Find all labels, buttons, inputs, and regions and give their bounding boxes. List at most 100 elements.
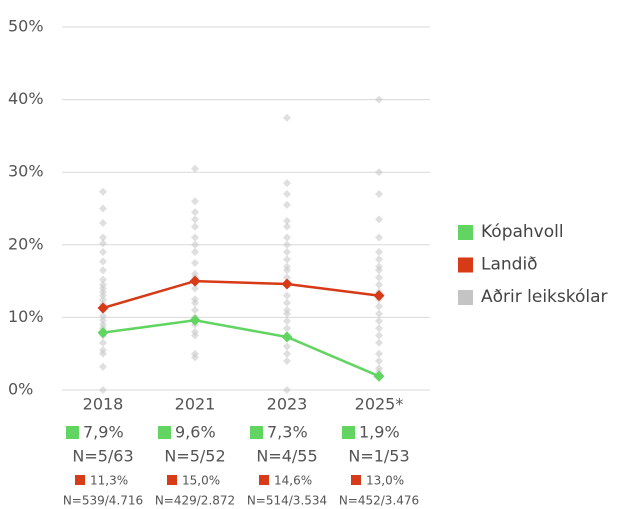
- legend-label: Kópahvoll: [481, 222, 564, 242]
- legend-swatch: [259, 475, 269, 485]
- scatter-point: [191, 284, 199, 293]
- y-tick-label: 0%: [8, 380, 33, 399]
- scatter-point: [375, 331, 383, 340]
- scatter-point: [375, 349, 383, 358]
- scatter-point: [283, 248, 291, 257]
- scatter-point: [283, 266, 291, 275]
- scatter-point: [375, 317, 383, 326]
- series-line: [102, 319, 380, 378]
- scatter-point: [283, 309, 291, 318]
- value-label: 9,6%: [175, 423, 216, 442]
- legend-swatch: [458, 290, 473, 305]
- legend-swatch: [458, 257, 473, 273]
- value-label: 7,3%: [267, 423, 308, 442]
- scatter-point: [191, 306, 199, 315]
- scatter-point: [375, 255, 383, 264]
- scatter-point: [283, 291, 291, 300]
- value-label: 15,0%: [182, 474, 220, 488]
- value-label: 14,6%: [274, 474, 312, 488]
- n-label: N=452/3.476: [339, 494, 419, 508]
- scatter-point: [191, 215, 199, 224]
- scatter-point: [283, 179, 291, 188]
- line-marker: [97, 327, 109, 339]
- scatter-point: [99, 204, 107, 213]
- legend-swatch: [351, 475, 361, 485]
- scatter-point: [191, 208, 199, 217]
- scatter-point: [283, 298, 291, 307]
- n-label: N=5/52: [164, 447, 225, 466]
- legend-swatch: [75, 475, 85, 485]
- value-label: 7,9%: [83, 423, 124, 442]
- line-marker: [373, 290, 385, 302]
- line-marker: [189, 314, 201, 326]
- line-marker: [281, 331, 293, 343]
- n-label: N=514/3.534: [247, 494, 327, 508]
- scatter-point: [99, 257, 107, 266]
- scatter-point: [99, 187, 107, 196]
- scatter-point: [99, 266, 107, 275]
- scatter-point: [99, 295, 107, 304]
- scatter-point: [99, 291, 107, 300]
- scatter-point: [375, 215, 383, 224]
- value-label: 1,9%: [359, 423, 400, 442]
- legend-swatch: [342, 426, 355, 439]
- scatter-point: [191, 248, 199, 257]
- scatter-point: [283, 386, 291, 394]
- scatter-point: [99, 239, 107, 248]
- scatter-point: [283, 342, 291, 351]
- legend-label: Landið: [481, 255, 538, 275]
- scatter-point: [99, 316, 107, 325]
- scatter-point: [99, 275, 107, 284]
- x-tick-label: 2023: [267, 395, 308, 414]
- scatter-point: [283, 216, 291, 225]
- scatter-point: [375, 248, 383, 257]
- legend-swatch: [158, 426, 171, 439]
- scatter-point: [191, 233, 199, 242]
- legend-swatch: [250, 426, 263, 439]
- scatter-point: [99, 386, 107, 394]
- scatter-point: [99, 219, 107, 228]
- y-tick-label: 20%: [8, 234, 44, 253]
- scatter-point: [375, 266, 383, 275]
- n-label: N=1/53: [348, 447, 409, 466]
- scatter-point: [283, 255, 291, 264]
- y-tick-label: 10%: [8, 307, 44, 326]
- scatter-point: [283, 349, 291, 358]
- scatter-point: [283, 317, 291, 326]
- scatter-point: [99, 349, 107, 358]
- x-tick-label: 2021: [175, 395, 216, 414]
- n-label: N=429/2.872: [155, 494, 235, 508]
- scatter-point: [191, 164, 199, 173]
- series-line: [102, 279, 380, 310]
- scatter-point: [283, 240, 291, 249]
- y-tick-label: 30%: [8, 162, 44, 181]
- line-marker: [281, 278, 293, 290]
- scatter-point: [375, 309, 383, 318]
- scatter-point: [375, 168, 383, 177]
- scatter-point: [375, 233, 383, 242]
- scatter-point: [283, 113, 291, 122]
- scatter-point: [375, 302, 383, 311]
- scatter-point: [191, 298, 199, 307]
- scatter-point: [191, 240, 199, 249]
- n-label: N=4/55: [256, 447, 317, 466]
- scatter-point: [191, 331, 199, 340]
- scatter-point: [99, 338, 107, 347]
- scatter-point: [283, 233, 291, 242]
- scatter-point: [375, 280, 383, 289]
- scatter-point: [375, 273, 383, 282]
- n-label: N=539/4.716: [63, 494, 143, 508]
- scatter-point: [99, 311, 107, 320]
- scatter-point: [283, 356, 291, 365]
- legend-label: Aðrir leikskólar: [481, 287, 608, 307]
- x-tick-label: 2018: [83, 395, 124, 414]
- scatter-point: [283, 200, 291, 209]
- line-marker: [97, 302, 109, 314]
- scatter-point: [375, 338, 383, 347]
- legend-swatch: [458, 225, 473, 240]
- legend-swatch: [66, 426, 79, 439]
- line-marker: [189, 275, 201, 287]
- scatter-point: [99, 362, 107, 371]
- value-label: 11,3%: [90, 474, 128, 488]
- scatter-point: [283, 222, 291, 231]
